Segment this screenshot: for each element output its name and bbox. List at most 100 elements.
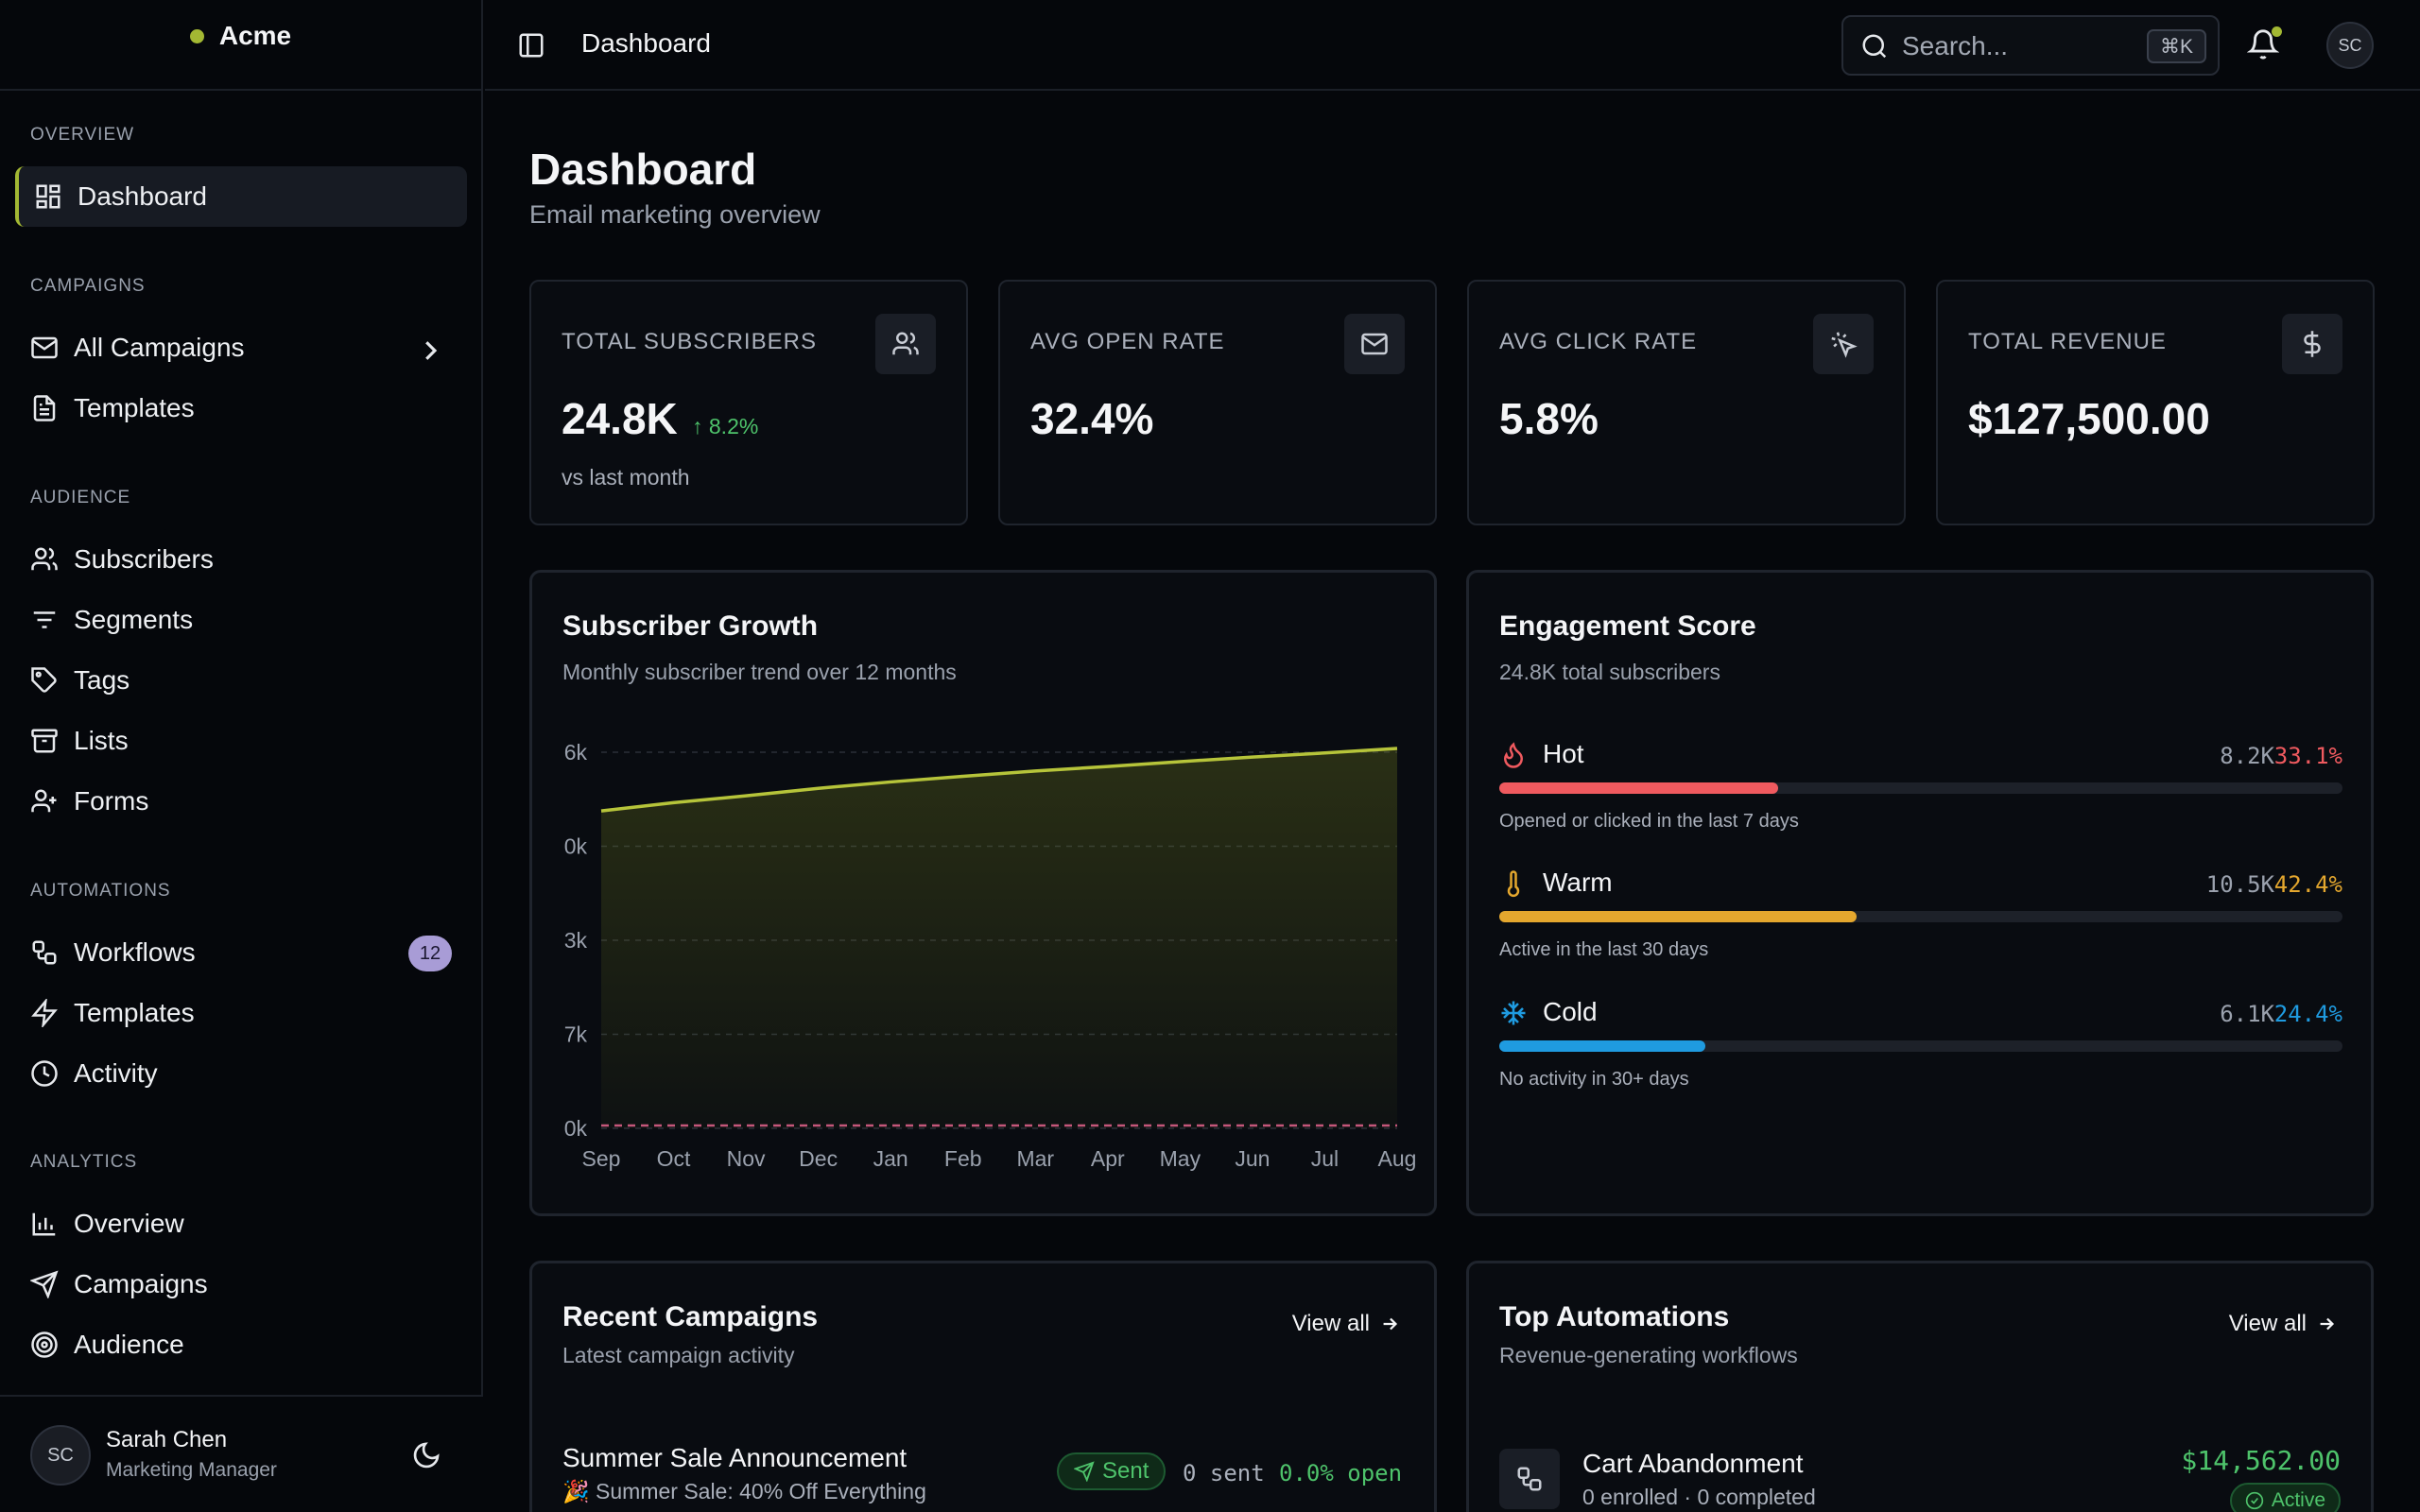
sidebar-item-forms[interactable]: Forms	[15, 771, 467, 832]
target-icon	[31, 1332, 58, 1358]
page-subtitle: Email marketing overview	[529, 200, 821, 229]
view-all-label: View all	[1291, 1311, 1370, 1336]
sidebar-item-dashboard[interactable]: Dashboard	[15, 166, 467, 227]
engagement-percent: 33.1%	[2273, 743, 2342, 769]
workflow-icon	[1517, 1467, 1542, 1491]
engagement-row-cold: Cold 6.1K 24.4% No activity in 30+ days	[1499, 991, 2342, 1105]
engagement-description: Opened or clicked in the last 7 days	[1499, 811, 1799, 832]
engagement-description: No activity in 30+ days	[1499, 1069, 1689, 1090]
x-tick-label: Dec	[799, 1146, 838, 1171]
search-box[interactable]: ⌘K	[1841, 15, 2220, 76]
sidebar-item-automation-templates[interactable]: Templates	[15, 983, 467, 1043]
x-tick-label: Apr	[1091, 1146, 1125, 1171]
x-tick-label: Feb	[944, 1146, 982, 1171]
automation-icon-box	[1499, 1449, 1560, 1509]
campaign-name: Summer Sale Announcement	[562, 1443, 908, 1472]
stat-label: TOTAL REVENUE	[1968, 329, 2167, 354]
engagement-bar-track	[1499, 911, 2342, 922]
recent-campaigns-panel: Recent Campaigns Latest campaign activit…	[529, 1261, 1437, 1512]
sidebar-item-audience[interactable]: Audience	[15, 1314, 467, 1375]
panel-subtitle: Latest campaign activity	[562, 1343, 795, 1367]
user-name: Sarah Chen	[106, 1427, 228, 1452]
workflow-icon	[32, 940, 57, 965]
brand[interactable]: Acme	[0, 0, 481, 91]
nav-section-overview: OVERVIEW	[30, 125, 135, 145]
x-tick-label: May	[1160, 1146, 1201, 1171]
stat-icon-box	[1344, 314, 1405, 374]
status-badge: Sent	[1057, 1452, 1167, 1490]
stat-icon-box	[2282, 314, 2342, 374]
x-tick-label: Oct	[657, 1146, 691, 1171]
stat-card-avg-open-rate: AVG OPEN RATE 32.4%	[998, 280, 1437, 525]
engagement-description: Active in the last 30 days	[1499, 939, 1709, 960]
y-tick-label: 3k	[564, 928, 588, 953]
search-input[interactable]	[1902, 29, 2129, 63]
engagement-name: Hot	[1543, 739, 1584, 768]
y-tick-label: 0k	[564, 834, 588, 859]
panel-title: Recent Campaigns	[562, 1301, 819, 1332]
sidebar-item-label: Lists	[74, 726, 129, 755]
search-icon	[1862, 34, 1887, 59]
chevron-right-icon[interactable]	[416, 336, 444, 365]
growth-line	[600, 747, 1398, 813]
users-icon	[892, 332, 919, 355]
send-icon	[1074, 1461, 1095, 1482]
send-icon	[30, 1270, 59, 1298]
engagement-bar-track	[1499, 1040, 2342, 1052]
sidebar: Acme OVERVIEW Dashboard CAMPAIGNS All Ca…	[0, 0, 483, 1512]
moon-icon[interactable]	[411, 1440, 441, 1470]
users-icon	[31, 547, 58, 571]
engagement-bar-fill	[1499, 782, 1779, 794]
sidebar-item-label: Audience	[74, 1330, 184, 1359]
tag-icon	[31, 667, 57, 693]
engagement-bar-fill	[1499, 911, 1858, 922]
stat-label: TOTAL SUBSCRIBERS	[562, 329, 817, 354]
notification-dot	[2272, 26, 2282, 37]
view-all-campaigns-link[interactable]: View all	[1292, 1311, 1400, 1337]
stat-delta: ↑ 8.2%	[692, 414, 759, 438]
y-tick-label: 7k	[564, 1022, 588, 1047]
engagement-name: Warm	[1543, 868, 1613, 897]
stat-label: AVG CLICK RATE	[1499, 329, 1698, 354]
dollar-sign-icon	[2304, 331, 2321, 357]
sidebar-item-label: Forms	[74, 786, 149, 816]
sidebar-item-campaigns[interactable]: Campaigns	[15, 1254, 467, 1314]
sidebar-item-overview[interactable]: Overview	[15, 1194, 467, 1254]
stat-card-total-subscribers: TOTAL SUBSCRIBERS 24.8K ↑ 8.2% vs last m…	[529, 280, 968, 525]
stat-icon-box	[1813, 314, 1874, 374]
sidebar-item-label: Segments	[74, 605, 194, 634]
stat-icon-box	[875, 314, 936, 374]
view-all-label: View all	[2228, 1311, 2307, 1336]
stat-note: vs last month	[562, 465, 690, 490]
growth-area	[601, 748, 1397, 1128]
layout-dashboard-icon	[36, 184, 60, 209]
view-all-automations-link[interactable]: View all	[2229, 1311, 2337, 1337]
sidebar-item-label: Workflows	[74, 937, 196, 967]
x-tick-label: Jan	[873, 1146, 908, 1171]
stat-value: 5.8%	[1499, 394, 1599, 443]
stat-value: 24.8K	[562, 394, 678, 443]
subscriber-growth-chart: 6k 0k 3k 7k 0k Sep Oct Nov Dec Jan Feb Mar Apr May Jun…	[564, 740, 1417, 1171]
engagement-name: Cold	[1543, 997, 1598, 1026]
sidebar-item-activity[interactable]: Activity	[15, 1043, 467, 1104]
nav-section-campaigns: CAMPAIGNS	[30, 276, 146, 296]
sidebar-item-all-campaigns[interactable]: All Campaigns	[15, 318, 467, 378]
sidebar-item-subscribers[interactable]: Subscribers	[15, 529, 467, 590]
engagement-percent: 42.4%	[2273, 871, 2342, 898]
sidebar-item-templates[interactable]: Templates	[15, 378, 467, 438]
automation-meta: 0 enrolled · 0 completed	[1582, 1485, 1816, 1509]
sidebar-item-tags[interactable]: Tags	[15, 650, 467, 711]
campaign-subject: 🎉 Summer Sale: 40% Off Everything	[562, 1479, 926, 1503]
sidebar-item-segments[interactable]: Segments	[15, 590, 467, 650]
nav-section-automations: AUTOMATIONS	[30, 881, 171, 901]
sidebar-item-workflows[interactable]: Workflows 12	[15, 922, 467, 983]
sidebar-item-lists[interactable]: Lists	[15, 711, 467, 771]
mail-icon	[31, 336, 58, 359]
engagement-bar-fill	[1499, 1040, 1705, 1052]
y-tick-label: 0k	[564, 1116, 588, 1141]
bell-icon[interactable]	[2247, 28, 2279, 60]
archive-icon	[31, 729, 58, 753]
panel-left-icon[interactable]	[517, 31, 545, 60]
avatar[interactable]: SC	[2326, 22, 2374, 69]
user-profile[interactable]: SC Sarah Chen Marketing Manager	[0, 1395, 483, 1512]
